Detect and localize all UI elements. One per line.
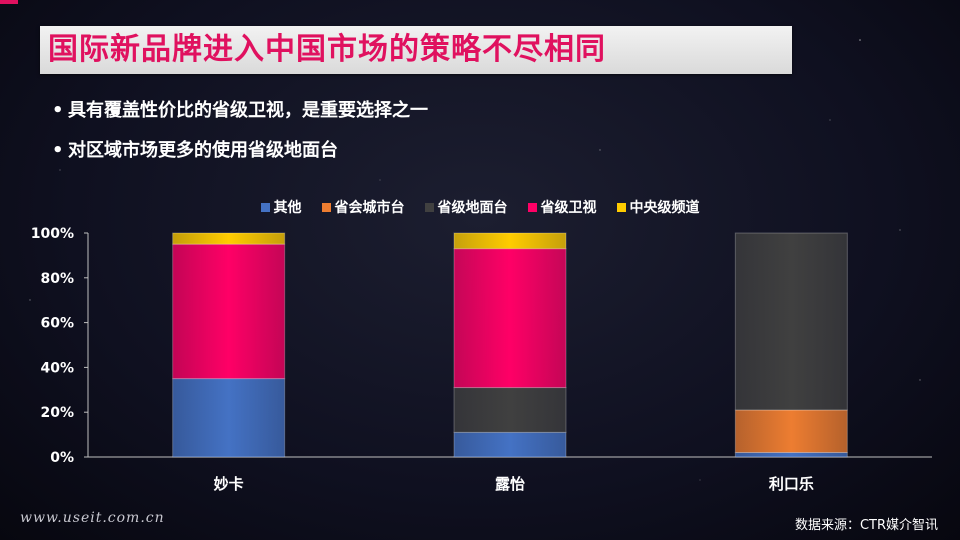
y-tick-label: 20%	[40, 405, 74, 421]
bar-segment	[734, 452, 848, 458]
page-title: 国际新品牌进入中国市场的策略不尽相同	[48, 32, 606, 67]
y-tick-label: 100%	[31, 226, 74, 242]
x-tick-label: 利口乐	[769, 475, 814, 493]
bullet-text: 具有覆盖性价比的省级卫视，是重要选择之一	[68, 100, 428, 121]
legend-item: 省级地面台	[424, 198, 508, 218]
legend-item: 省会城市台	[321, 198, 405, 218]
chart-legend: 其他 省会城市台 省级地面台 省级卫视 中央级频道	[0, 198, 960, 218]
bar-segment	[453, 248, 567, 389]
bullet-list: • 具有覆盖性价比的省级卫视，是重要选择之一 • 对区域市场更多的使用省级地面台	[52, 98, 428, 178]
legend-swatch	[527, 202, 537, 212]
bar-segment	[734, 232, 848, 411]
legend-item: 其他	[260, 198, 302, 218]
bullet-dot: •	[52, 100, 64, 121]
bar-segment	[453, 431, 567, 458]
title-banner	[40, 26, 792, 74]
bar-segment	[734, 409, 848, 454]
y-tick-label: 40%	[40, 360, 74, 376]
top-accent-bar	[0, 0, 18, 4]
bullet-item: • 具有覆盖性价比的省级卫视，是重要选择之一	[52, 98, 428, 124]
x-tick-label: 露怡	[495, 475, 525, 493]
legend-swatch	[321, 202, 331, 212]
legend-label: 省级地面台	[437, 200, 508, 216]
bar-segment	[453, 387, 567, 433]
website-watermark: www.useit.com.cn	[20, 510, 165, 526]
bar-segment	[172, 243, 286, 380]
bullet-text: 对区域市场更多的使用省级地面台	[68, 140, 338, 161]
y-tick-label: 80%	[40, 271, 74, 287]
y-tick-label: 60%	[40, 316, 74, 332]
legend-item: 中央级频道	[616, 198, 700, 218]
legend-label: 省会城市台	[334, 200, 405, 216]
bullet-item: • 对区域市场更多的使用省级地面台	[52, 138, 428, 164]
legend-label: 省级卫视	[540, 200, 597, 216]
x-tick-label: 妙卡	[214, 475, 244, 493]
bullet-dot: •	[52, 140, 64, 161]
legend-swatch	[616, 202, 626, 212]
bar-segment	[172, 378, 286, 458]
bar-segment	[172, 232, 286, 245]
y-tick-label: 0%	[50, 450, 74, 466]
legend-swatch	[424, 202, 434, 212]
legend-label: 其他	[273, 200, 302, 216]
legend-swatch	[260, 202, 270, 212]
data-source: 数据来源：CTR媒介智讯	[794, 518, 938, 533]
bar-segment	[453, 232, 567, 250]
legend-label: 中央级频道	[629, 200, 700, 216]
legend-item: 省级卫视	[527, 198, 597, 218]
